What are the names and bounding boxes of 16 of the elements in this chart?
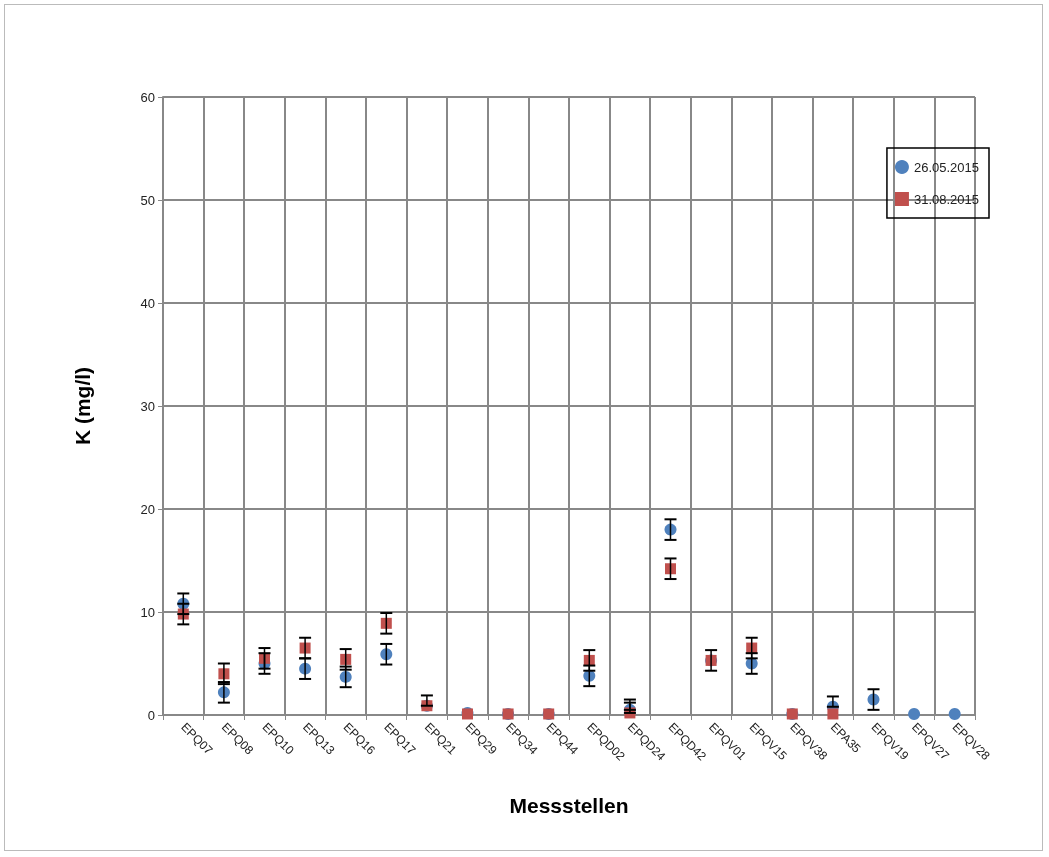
y-tick-label: 20 xyxy=(140,501,155,517)
point xyxy=(908,707,921,720)
legend-label: 26.05.2015 xyxy=(913,159,980,175)
point xyxy=(380,617,392,629)
y-tick-label: 10 xyxy=(140,604,155,620)
y-tick-label: 0 xyxy=(147,707,155,723)
y-tick-label: 50 xyxy=(140,192,155,208)
legend-label: 31.08.2015 xyxy=(913,191,980,207)
point xyxy=(665,563,676,575)
y-tick-label: 30 xyxy=(140,398,155,414)
y-axis-title: K (mg/l) xyxy=(71,366,94,446)
point xyxy=(948,707,961,720)
y-tick-label: 40 xyxy=(140,295,155,311)
point xyxy=(827,708,839,720)
x-axis-title: Messstellen xyxy=(509,794,629,817)
y-tick-label: 60 xyxy=(140,89,155,105)
